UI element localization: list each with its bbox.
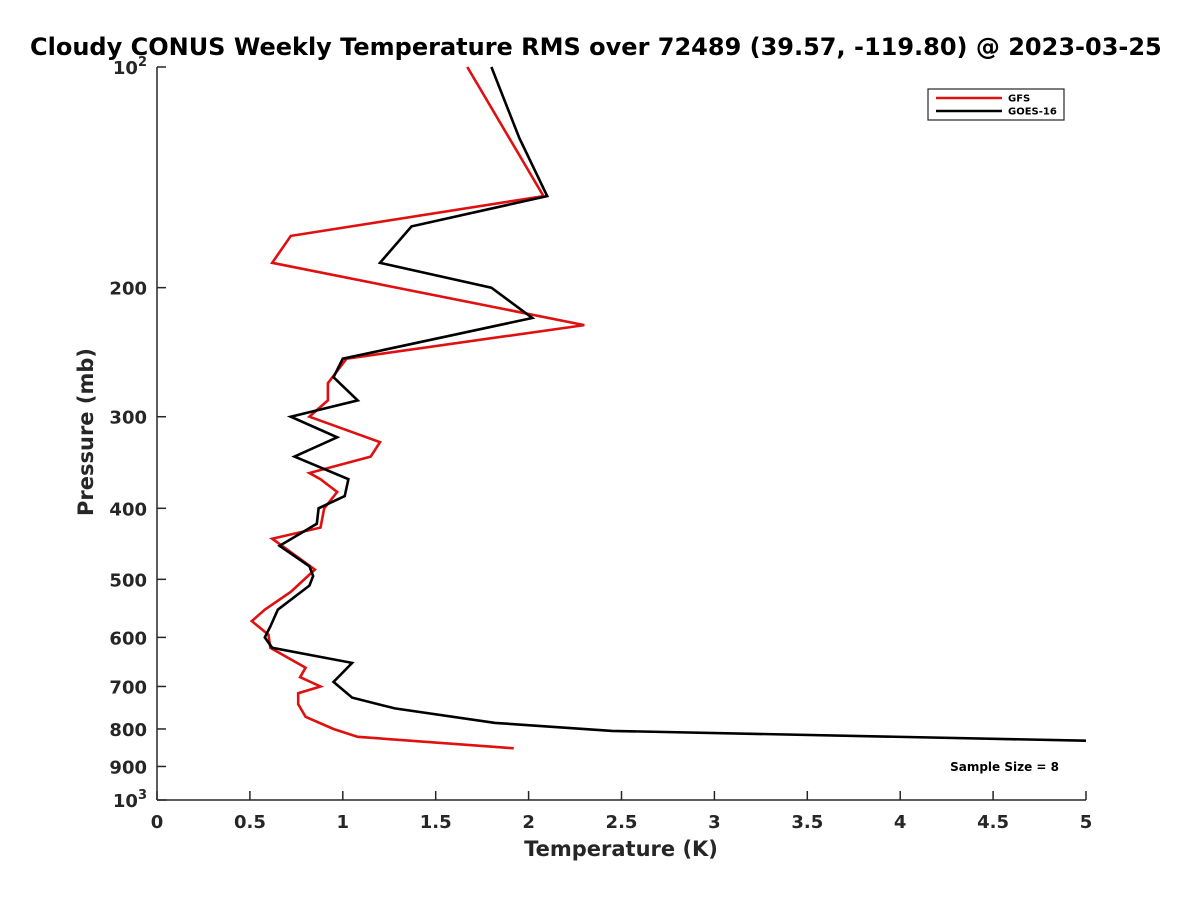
legend-box bbox=[927, 88, 1065, 121]
x-tick-label: 3.5 bbox=[791, 812, 823, 833]
x-axis: 0 0.5 1 1.5 2 2.5 3 3.5 4 4.5 5 bbox=[151, 791, 1093, 833]
x-tick-label: 1.5 bbox=[420, 812, 452, 833]
legend-label: GFS bbox=[1008, 94, 1030, 105]
chart-title: Cloudy CONUS Weekly Temperature RMS over… bbox=[30, 33, 1162, 61]
y-tick-label: 700 bbox=[109, 677, 147, 698]
x-tick-label: 3 bbox=[708, 812, 721, 833]
x-tick-label: 1 bbox=[337, 812, 350, 833]
y-tick-exponent: 3 bbox=[138, 788, 147, 803]
x-axis-label: Temperature (K) bbox=[524, 837, 718, 861]
plot-area bbox=[156, 66, 1087, 801]
sample-size-annotation: Sample Size = 8 bbox=[950, 760, 1059, 774]
y-tick-label: 103 bbox=[113, 788, 147, 812]
y-tick-label: 600 bbox=[109, 628, 147, 649]
x-tick-label: 0.5 bbox=[234, 812, 266, 833]
legend: GFS GOES-16 bbox=[927, 88, 1065, 121]
y-tick-label: 900 bbox=[109, 757, 147, 778]
y-tick-label: 800 bbox=[109, 720, 147, 741]
y-tick-label: 400 bbox=[109, 499, 147, 520]
series-line-goes-16 bbox=[263, 66, 1087, 742]
legend-label: GOES-16 bbox=[1008, 107, 1057, 118]
y-tick-label: 200 bbox=[109, 279, 147, 300]
series-line-gfs bbox=[249, 66, 585, 750]
y-tick-label: 500 bbox=[109, 570, 147, 591]
x-tick-label: 5 bbox=[1080, 812, 1093, 833]
x-tick-label: 2 bbox=[522, 812, 535, 833]
x-tick-label: 4 bbox=[894, 812, 907, 833]
x-tick-label: 2.5 bbox=[606, 812, 638, 833]
y-tick-label: 300 bbox=[109, 408, 147, 429]
x-tick-label: 0 bbox=[151, 812, 164, 833]
x-tick-label: 4.5 bbox=[977, 812, 1009, 833]
y-tick-label: 102 bbox=[113, 55, 147, 79]
y-axis: 102 200 300 400 500 600 700 800 900 103 bbox=[109, 55, 166, 812]
y-axis-label: Pressure (mb) bbox=[74, 348, 98, 516]
y-tick-exponent: 2 bbox=[138, 55, 147, 70]
